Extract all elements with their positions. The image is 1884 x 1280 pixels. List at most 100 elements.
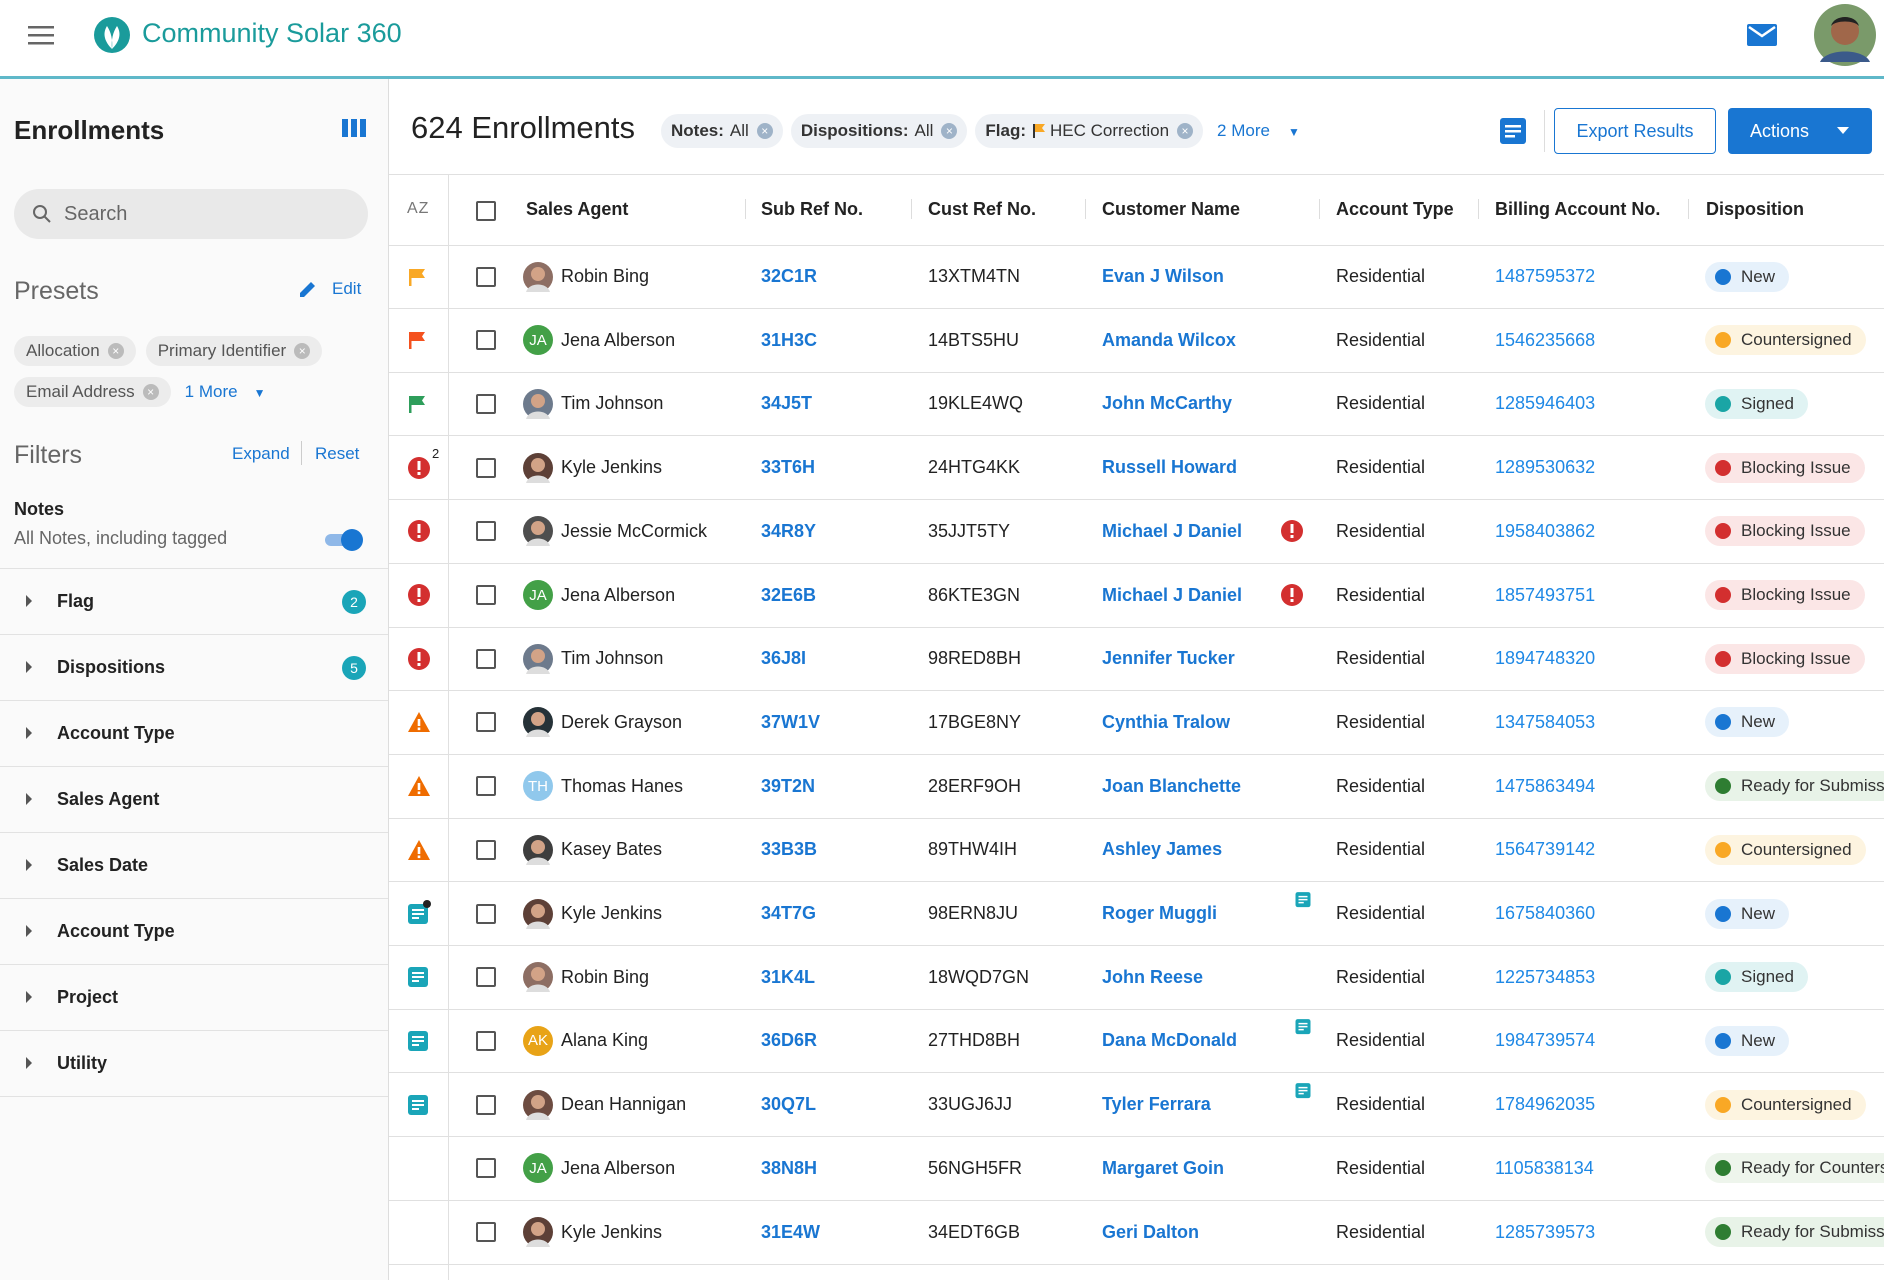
row-checkbox[interactable] (476, 1137, 496, 1200)
remove-icon[interactable]: × (107, 343, 124, 359)
user-avatar[interactable] (1814, 4, 1876, 66)
sub-ref[interactable]: 36J8I (761, 648, 807, 669)
filter-chip[interactable]: Dispositions: All × (790, 114, 968, 148)
customer-name[interactable]: Russell Howard (1102, 457, 1238, 478)
filter-chip[interactable]: Flag: HEC Correction × (975, 114, 1204, 148)
filter-item[interactable]: Flag 2 (0, 568, 388, 635)
row-checkbox[interactable] (476, 755, 496, 818)
table-row[interactable]: 2 Kyle Jenkins 33T6H 24HTG4KK Russell Howard… (389, 436, 1884, 501)
preset-chip[interactable]: Email Address × (14, 377, 171, 407)
filter-item[interactable]: Utility (0, 1030, 388, 1097)
table-row[interactable]: Jessie McCormick 34R8Y 35JJT5TY Michael J D… (389, 500, 1884, 564)
filter-item[interactable]: Account Type (0, 898, 388, 965)
sub-ref[interactable]: 31E4W (761, 1221, 821, 1242)
table-row[interactable]: Tim Johnson 36J8I 98RED8BH Jennifer Tucker R… (389, 627, 1884, 692)
customer-name[interactable]: Jennifer Tucker (1102, 648, 1235, 669)
table-row[interactable]: Tim Johnson 34J5T 19KLE4WQ John McCarthy Res… (389, 372, 1884, 437)
mail-button[interactable] (1747, 24, 1777, 46)
column-header[interactable]: Disposition (1706, 198, 1804, 219)
table-row[interactable]: Robin Bing 32C1R 13XTM4TN Evan J Wilson Resi… (389, 245, 1884, 309)
customer-name[interactable]: Geri Dalton (1102, 1221, 1200, 1242)
billing-account[interactable]: 1487595372 (1495, 266, 1596, 286)
sort-button[interactable]: AZ (407, 200, 430, 217)
row-checkbox[interactable] (476, 245, 496, 308)
row-checkbox[interactable] (476, 946, 496, 1009)
billing-account[interactable]: 1285739573 (1495, 1221, 1596, 1242)
filter-item[interactable]: Sales Agent (0, 766, 388, 833)
table-row[interactable]: Kyle Jenkins 34T7G 98ERN8JU Roger Muggli Res… (389, 882, 1884, 946)
filter-item[interactable]: Dispositions 5 (0, 634, 388, 701)
table-row[interactable]: TH Thomas Hanes 39T2N 28ERF9OH Joan Blanchet… (389, 755, 1884, 819)
billing-account[interactable]: 1475863494 (1495, 775, 1596, 796)
column-header[interactable]: Customer Name (1102, 198, 1241, 219)
billing-account[interactable]: 1784962035 (1495, 1094, 1596, 1115)
customer-name[interactable]: Margaret Goin (1102, 1157, 1225, 1178)
billing-account[interactable]: 1289530632 (1495, 457, 1596, 478)
sub-ref[interactable]: 31K4L (761, 966, 816, 987)
row-checkbox[interactable] (476, 436, 496, 499)
customer-name[interactable]: Tyler Ferrara (1102, 1094, 1211, 1115)
row-checkbox[interactable] (476, 882, 496, 945)
row-checkbox[interactable] (476, 1073, 496, 1136)
row-checkbox[interactable] (476, 691, 496, 754)
table-row[interactable]: Dean Hannigan 30Q7L 33UGJ6JJ Tyler Ferrara R… (389, 1073, 1884, 1138)
billing-account[interactable]: 1564739142 (1495, 839, 1596, 860)
billing-account[interactable]: 1347584053 (1495, 711, 1596, 732)
remove-icon[interactable]: × (1177, 123, 1194, 139)
remove-icon[interactable]: × (756, 123, 773, 139)
row-checkbox[interactable] (476, 309, 496, 372)
sub-ref[interactable]: 37W1V (761, 711, 821, 732)
actions-button[interactable]: Actions (1728, 108, 1872, 154)
customer-name[interactable]: Amanda Wilcox (1102, 329, 1236, 350)
filter-item[interactable]: Project (0, 964, 388, 1031)
row-checkbox[interactable] (476, 818, 496, 881)
column-header[interactable]: Sales Agent (526, 198, 629, 219)
customer-name[interactable]: Dana McDonald (1102, 1030, 1238, 1051)
row-checkbox[interactable] (476, 500, 496, 563)
sub-ref[interactable]: 33T6H (761, 457, 816, 478)
sub-ref[interactable]: 33B3B (761, 839, 818, 860)
sub-ref[interactable]: 36D6R (761, 1030, 818, 1051)
billing-account[interactable]: 1675840360 (1495, 903, 1596, 923)
customer-name[interactable]: Michael J Daniel (1102, 584, 1243, 605)
remove-icon[interactable]: × (941, 123, 958, 139)
billing-account[interactable]: 1958403862 (1495, 520, 1596, 541)
remove-icon[interactable]: × (142, 384, 159, 400)
edit-presets[interactable]: Edit (298, 279, 361, 299)
row-checkbox[interactable] (476, 564, 496, 627)
preset-chip[interactable]: Primary Identifier × (145, 336, 323, 366)
sub-ref[interactable]: 34R8Y (761, 520, 817, 541)
preset-chip[interactable]: Allocation × (14, 336, 136, 366)
presets-more[interactable]: 1 More ▼ (185, 382, 266, 401)
table-row[interactable]: JA Jena Alberson 38N8H 56NGH5FR Margaret Goi… (389, 1137, 1884, 1201)
table-row[interactable]: Kyle Jenkins 31E4W 34EDT6GB Geri Dalton Resi… (389, 1201, 1884, 1265)
customer-name[interactable]: John Reese (1102, 966, 1204, 987)
select-all[interactable] (476, 201, 496, 221)
billing-account[interactable]: 1984739574 (1495, 1030, 1596, 1051)
filter-chip[interactable]: Notes: All × (661, 114, 783, 148)
table-row[interactable]: Robin Bing 31K4L 18WQD7GN John Reese Residen… (389, 946, 1884, 1010)
filter-item[interactable]: Account Type (0, 700, 388, 767)
customer-name[interactable]: John McCarthy (1102, 393, 1233, 414)
notes-toggle[interactable] (323, 527, 365, 553)
sub-ref[interactable]: 31H3C (761, 329, 818, 350)
billing-account[interactable]: 1105838134 (1495, 1157, 1594, 1178)
customer-name[interactable]: Joan Blanchette (1102, 775, 1242, 796)
reset-button[interactable]: Reset (315, 444, 359, 464)
more-filters[interactable]: 2 More ▼ (1217, 121, 1300, 141)
billing-account[interactable]: 1285946403 (1495, 393, 1596, 414)
row-checkbox[interactable] (476, 1201, 496, 1264)
billing-account[interactable]: 1857493751 (1495, 584, 1596, 605)
export-button[interactable]: Export Results (1554, 108, 1716, 154)
menu-button[interactable] (28, 26, 54, 46)
notes-button[interactable] (1500, 118, 1526, 144)
billing-account[interactable]: 1546235668 (1495, 329, 1596, 350)
billing-account[interactable]: 1225734853 (1495, 966, 1596, 987)
row-checkbox[interactable] (476, 372, 496, 435)
expand-button[interactable]: Expand (232, 444, 290, 464)
table-row[interactable]: Derek Grayson 37W1V 17BGE8NY Cynthia Tralow… (389, 691, 1884, 755)
sub-ref[interactable]: 32E6B (761, 584, 817, 605)
row-checkbox[interactable] (476, 1009, 496, 1072)
table-row[interactable]: Kasey Bates 33B3B 89THW4IH Ashley James Resi… (389, 818, 1884, 883)
sub-ref[interactable]: 34T7G (761, 903, 817, 923)
